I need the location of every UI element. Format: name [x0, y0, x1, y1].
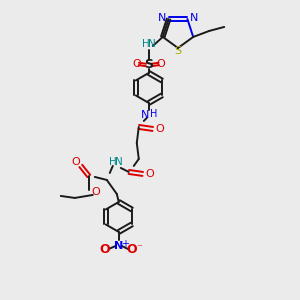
Text: S: S — [174, 46, 182, 56]
Text: H: H — [150, 109, 158, 119]
Text: O: O — [92, 187, 100, 197]
Text: O: O — [127, 243, 137, 256]
Text: H: H — [109, 157, 117, 167]
Text: N: N — [158, 13, 166, 23]
Text: O: O — [100, 243, 110, 256]
Text: O: O — [146, 169, 154, 179]
Text: N: N — [148, 39, 156, 49]
Text: N: N — [141, 110, 149, 120]
Text: O: O — [132, 59, 141, 69]
Text: N: N — [115, 157, 123, 167]
Text: O: O — [156, 59, 165, 69]
Text: O: O — [71, 157, 80, 167]
Text: H: H — [142, 39, 150, 49]
Text: ⁻: ⁻ — [136, 243, 142, 253]
Text: O: O — [155, 124, 164, 134]
Text: N: N — [190, 13, 199, 23]
Text: N: N — [114, 241, 123, 251]
Text: S: S — [144, 58, 153, 71]
Text: +: + — [121, 239, 129, 249]
